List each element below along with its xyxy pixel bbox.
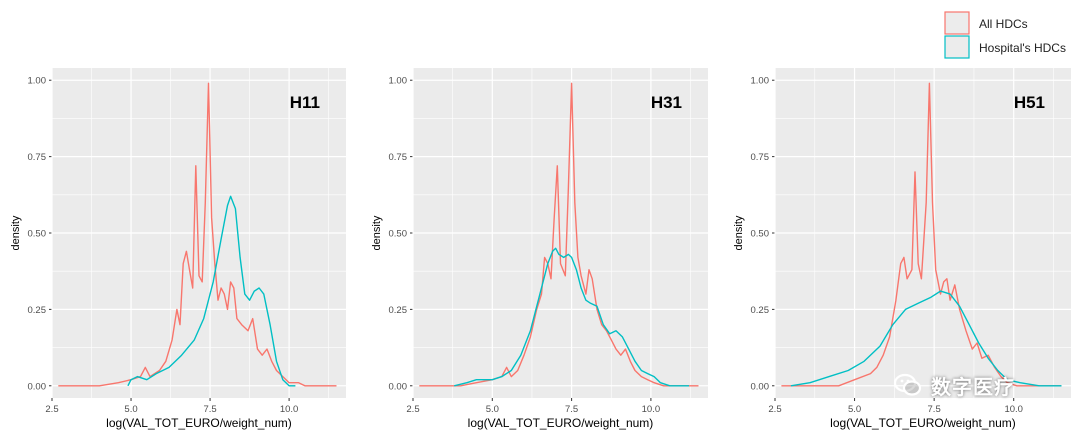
x-tick-label: 2.5 — [45, 404, 58, 415]
density-line-hospital-s-hdcs — [790, 290, 1062, 387]
x-tick-label: 5.0 — [486, 404, 499, 415]
density-line-all-hdcs — [58, 82, 337, 387]
x-axis-label: log(VAL_TOT_EURO/weight_num) — [106, 416, 292, 430]
x-tick-label: 2.5 — [768, 404, 781, 415]
y-tick-label: 1.00 — [28, 76, 47, 87]
panel-h31: 0.00 0.25 0.50 0.75 1.00 2.5 5.0 7.5 10.0 H31 log(… — [371, 68, 708, 430]
x-axis-label: log(VAL_TOT_EURO/weight_num) — [830, 416, 1016, 430]
wechat-icon — [893, 373, 922, 396]
y-tick-label: 1.00 — [389, 76, 408, 87]
panel-h51: 0.00 0.25 0.50 0.75 1.00 2.5 5.0 7.5 10.0 H51 log(… — [733, 68, 1071, 430]
x-tick-label: 7.5 — [928, 404, 941, 415]
watermark: 数字医疗 — [893, 368, 1015, 402]
x-tick-label: 7.5 — [203, 404, 216, 415]
x-axis-label: log(VAL_TOT_EURO/weight_num) — [468, 416, 654, 430]
panel-h11: 0.00 0.25 0.50 0.75 1.00 2.5 5.0 7.5 10.0 H11 log(… — [10, 68, 346, 430]
y-tick-label: 0.00 — [751, 381, 770, 392]
density-line-all-hdcs — [781, 82, 1062, 387]
x-tick-label: 10.0 — [1004, 404, 1023, 415]
y-axis-label: density — [371, 215, 383, 250]
y-tick-label: 0.75 — [28, 152, 47, 163]
y-tick-label: 0.00 — [389, 381, 408, 392]
legend-key-hospitals-hdcs — [944, 35, 970, 59]
x-tick-label: 2.5 — [406, 404, 419, 415]
y-tick-label: 0.50 — [751, 229, 770, 240]
y-axis-label: density — [10, 215, 22, 250]
panel-title: H11 — [290, 93, 320, 112]
x-tick-label: 5.0 — [848, 404, 861, 415]
x-tick-label: 7.5 — [565, 404, 578, 415]
y-tick-label: 0.75 — [751, 152, 770, 163]
y-tick-label: 0.25 — [28, 305, 47, 316]
legend-key-all-hdcs — [944, 11, 970, 35]
x-tick-label: 5.0 — [124, 404, 137, 415]
density-line-hospital-s-hdcs — [127, 195, 296, 387]
legend-label-all-hdcs: All HDCs — [979, 17, 1028, 31]
y-tick-label: 0.50 — [28, 229, 47, 240]
y-tick-label: 1.00 — [751, 76, 770, 87]
panel-title: H31 — [651, 93, 682, 112]
y-axis-label: density — [733, 215, 745, 250]
panel-title: H51 — [1014, 93, 1045, 112]
watermark-text: 数字医疗 — [931, 374, 1015, 399]
x-tick-label: 10.0 — [280, 404, 299, 415]
legend: All HDCs Hospital's HDCs — [944, 11, 1066, 59]
legend-label-hospitals-hdcs: Hospital's HDCs — [979, 41, 1066, 55]
y-tick-label: 0.00 — [28, 381, 47, 392]
y-tick-label: 0.25 — [389, 305, 408, 316]
x-tick-label: 10.0 — [642, 404, 661, 415]
y-tick-label: 0.50 — [389, 229, 408, 240]
y-tick-label: 0.75 — [389, 152, 408, 163]
density-line-hospital-s-hdcs — [454, 247, 689, 387]
y-tick-label: 0.25 — [751, 305, 770, 316]
density-line-all-hdcs — [419, 82, 699, 387]
